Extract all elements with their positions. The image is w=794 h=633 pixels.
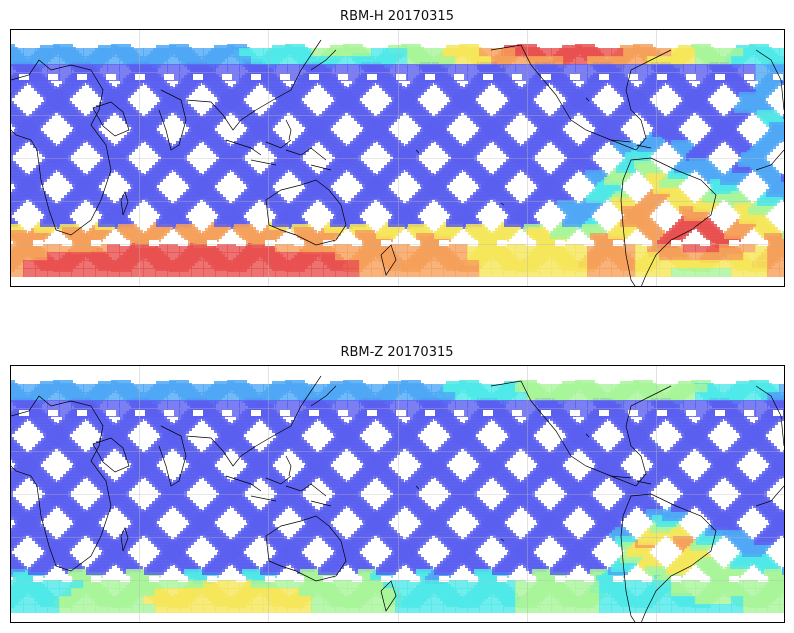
coastline-21 — [500, 538, 505, 542]
coastline-5 — [225, 475, 262, 492]
coastline-11 — [380, 580, 397, 612]
panel-1-map — [10, 29, 785, 287]
coastline-20 — [415, 485, 420, 490]
coastlines — [11, 375, 784, 622]
panel-2-title: RBM-Z 20170315 — [340, 345, 454, 360]
coastline-19 — [755, 485, 784, 507]
coastline-16 — [635, 144, 652, 149]
coastlines — [11, 39, 784, 286]
panel-2-map — [10, 365, 785, 623]
panel-1-map-svg — [11, 30, 784, 286]
coastline-4 — [185, 375, 322, 467]
coastline-0 — [11, 59, 112, 236]
panel-1-title: RBM-H 20170315 — [340, 9, 454, 24]
coastline-3 — [158, 89, 187, 151]
coastline-2 — [120, 191, 129, 216]
orbit-track-layer — [11, 380, 784, 613]
coastline-13 — [285, 119, 292, 141]
coastline-22 — [585, 97, 590, 102]
coastline-3 — [158, 425, 187, 487]
coastline-5 — [225, 139, 262, 156]
coastline-2 — [120, 527, 129, 552]
coastline-16 — [635, 480, 652, 485]
coastline-0 — [11, 395, 112, 572]
coastline-9 — [310, 500, 332, 507]
graticule — [11, 30, 784, 286]
coastline-11 — [380, 244, 397, 276]
coastline-6 — [250, 159, 277, 166]
coastline-22 — [585, 433, 590, 438]
coastline-19 — [755, 149, 784, 171]
coastline-18 — [755, 49, 784, 111]
coastline-7 — [265, 139, 292, 149]
coastline-21 — [500, 202, 505, 206]
coastline-8 — [285, 147, 327, 161]
coastline-15 — [610, 139, 632, 143]
coastline-1 — [92, 437, 130, 473]
coastline-20 — [415, 149, 420, 154]
coastline-6 — [250, 495, 277, 502]
coastline-1 — [92, 101, 130, 137]
coastline-10 — [265, 179, 347, 246]
coastline-18 — [755, 385, 784, 447]
coastline-13 — [285, 455, 292, 477]
coastline-10 — [265, 515, 347, 582]
coastline-17 — [620, 493, 717, 622]
coastline-4 — [185, 39, 322, 131]
coastline-12 — [310, 49, 337, 71]
coastline-12 — [310, 385, 337, 407]
coastline-17 — [620, 157, 717, 286]
coastline-14 — [490, 44, 672, 151]
coastline-8 — [285, 483, 327, 497]
graticule — [11, 366, 784, 622]
panel-2-map-svg — [11, 366, 784, 622]
coastline-7 — [265, 475, 292, 485]
coastline-15 — [610, 475, 632, 479]
coastline-14 — [490, 380, 672, 487]
orbit-track-layer — [11, 44, 784, 277]
coastline-9 — [310, 164, 332, 171]
